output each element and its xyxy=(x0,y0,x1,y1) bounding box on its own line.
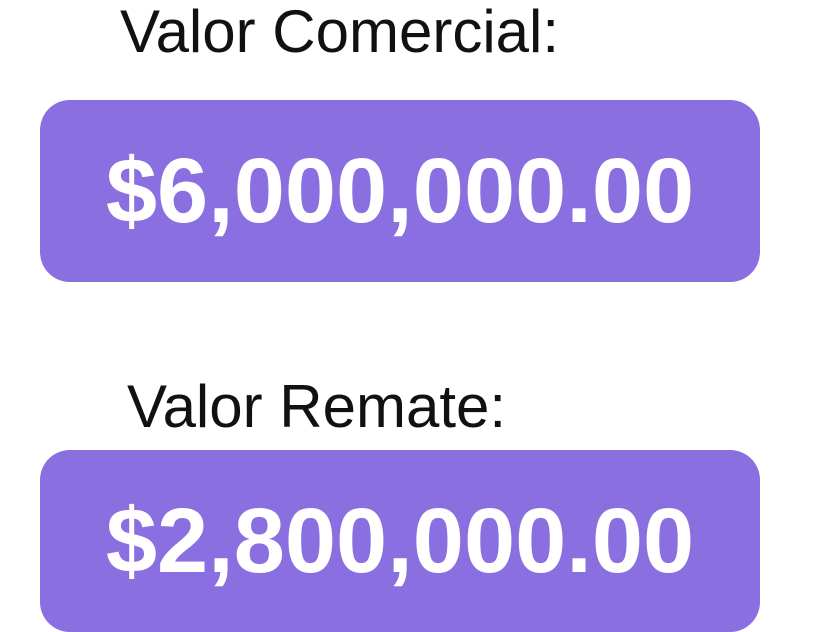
auction-value-label: Valor Remate: xyxy=(127,373,507,440)
auction-value: $2,800,000.00 xyxy=(105,490,695,592)
auction-value-box: $2,800,000.00 xyxy=(40,450,760,632)
commercial-value-box: $6,000,000.00 xyxy=(40,100,760,282)
commercial-value-label: Valor Comercial: xyxy=(120,0,560,65)
commercial-value: $6,000,000.00 xyxy=(105,140,695,242)
